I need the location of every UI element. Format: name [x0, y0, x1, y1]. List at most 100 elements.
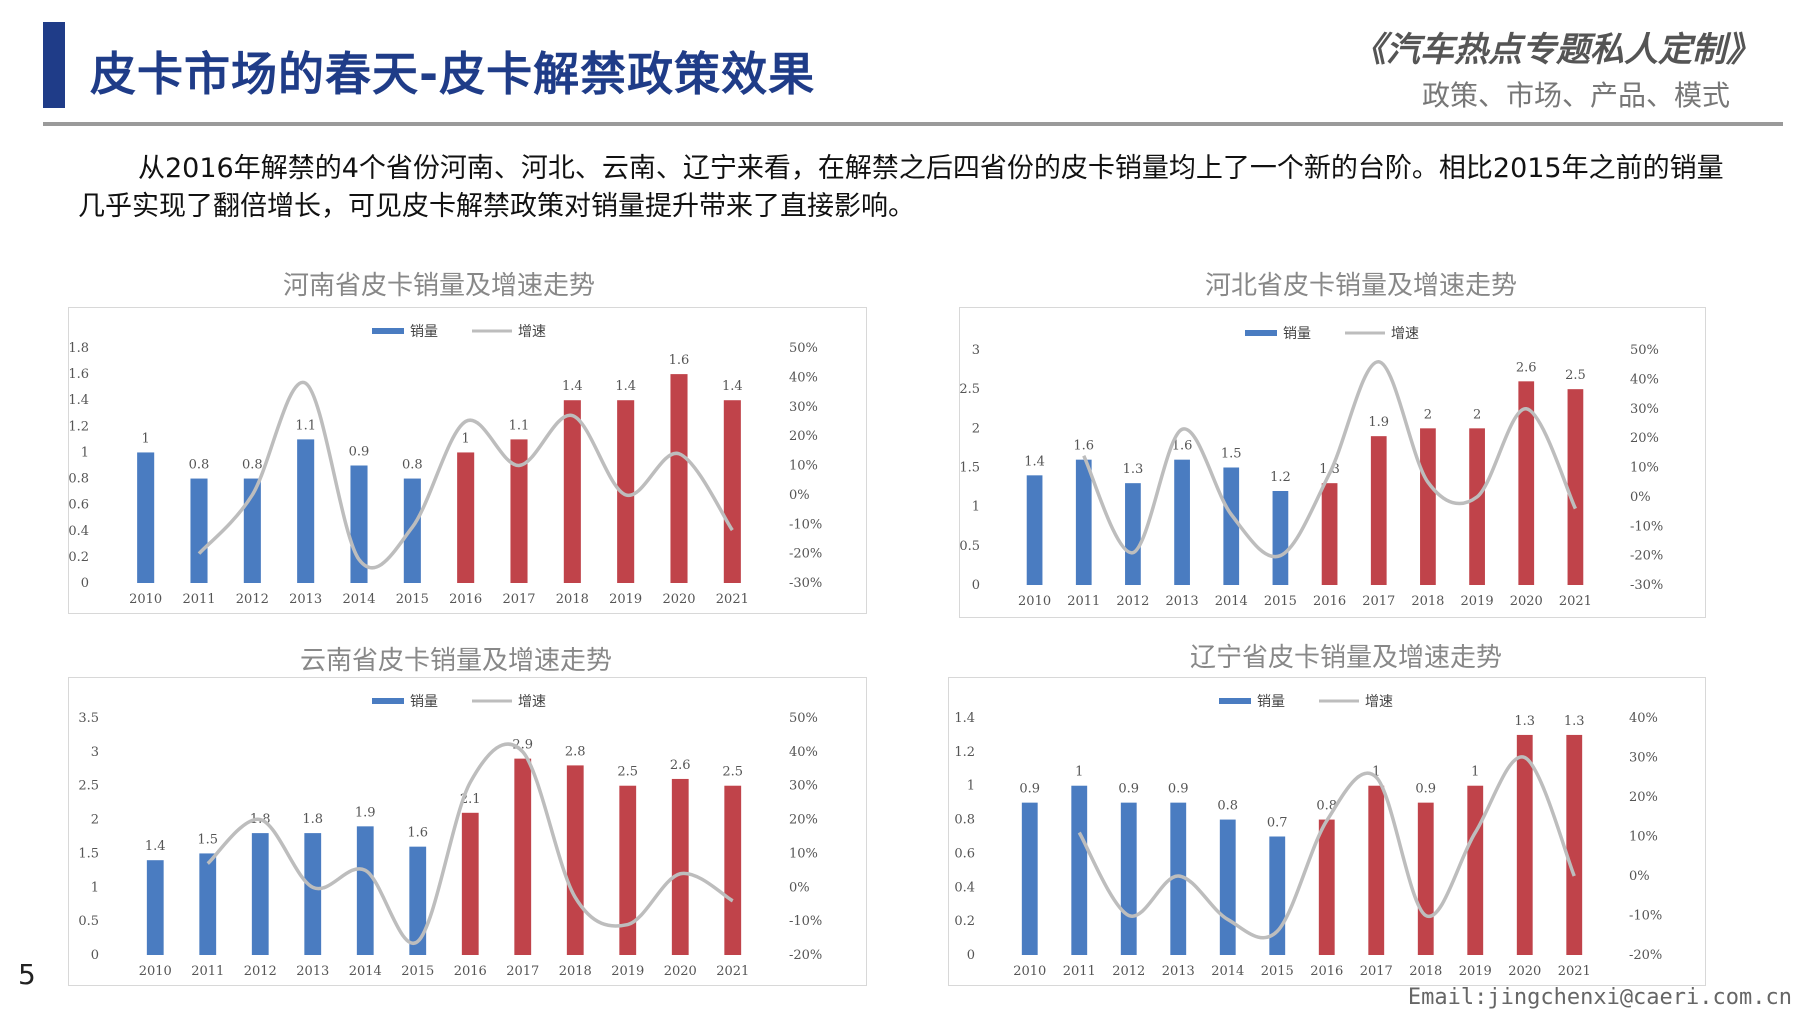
page-number: 5	[18, 958, 36, 991]
y-right-tick-label: -20%	[789, 948, 822, 963]
legend-label-sales: 销量	[1257, 694, 1285, 710]
legend-bar-swatch	[1245, 330, 1277, 336]
bar-data-label: 1.4	[1024, 454, 1045, 469]
sales-bar	[563, 400, 581, 583]
y-right-tick-label: 30%	[1630, 402, 1659, 417]
bar-data-label: 2.8	[565, 744, 586, 759]
y-left-tick-label: 0	[972, 578, 980, 593]
y-left-tick-label: 1.5	[959, 461, 980, 476]
x-tick-label: 2020	[1510, 594, 1543, 609]
y-right-tick-label: 40%	[789, 745, 818, 760]
y-right-tick-label: 30%	[789, 779, 818, 794]
y-right-tick-label: 30%	[1629, 751, 1658, 766]
bar-data-label: 2.5	[1565, 368, 1586, 383]
x-tick-label: 2019	[609, 592, 642, 607]
sales-bar	[356, 826, 374, 955]
y-left-tick-label: 0.2	[954, 914, 975, 929]
bar-data-label: 1	[142, 431, 150, 446]
bar-data-label: 2.5	[722, 765, 743, 780]
x-tick-label: 2013	[296, 964, 329, 979]
sales-bar	[457, 452, 475, 583]
x-tick-label: 2012	[236, 592, 269, 607]
page-title: 皮卡市场的春天-皮卡解禁政策效果	[90, 47, 816, 101]
sales-bar	[1516, 734, 1533, 955]
x-tick-label: 2017	[1362, 594, 1395, 609]
x-tick-label: 2012	[1116, 594, 1149, 609]
x-tick-label: 2013	[1162, 964, 1195, 979]
growth-line	[206, 742, 734, 946]
x-tick-label: 2018	[1409, 964, 1442, 979]
y-right-tick-label: 10%	[789, 459, 818, 474]
sales-bar	[510, 439, 528, 583]
y-left-tick-label: 1	[81, 445, 89, 460]
y-right-tick-label: 20%	[1629, 790, 1658, 805]
sales-bar	[1170, 802, 1187, 955]
y-left-tick-label: 1.2	[954, 745, 975, 760]
y-left-tick-label: 1.2	[68, 419, 89, 434]
x-tick-label: 2018	[1411, 594, 1444, 609]
legend-label-sales: 销量	[410, 324, 438, 340]
x-tick-label: 2021	[1558, 964, 1591, 979]
x-tick-label: 2016	[1313, 594, 1346, 609]
bar-data-label: 2	[1473, 407, 1481, 422]
x-tick-label: 2015	[1264, 594, 1297, 609]
y-left-tick-label: 1	[972, 500, 980, 515]
bar-data-label: 1.4	[615, 379, 636, 394]
y-left-tick-label: 0.6	[954, 846, 975, 861]
x-tick-label: 2011	[1063, 964, 1096, 979]
legend-label-sales: 销量	[1283, 326, 1311, 342]
series-title: 《汽车热点专题私人定制》	[1352, 30, 1760, 70]
legend-label-growth: 增速	[518, 324, 546, 340]
bar-data-label: 1.3	[1564, 714, 1585, 729]
y-left-tick-label: 2.5	[78, 779, 99, 794]
x-tick-label: 2017	[506, 964, 539, 979]
x-tick-label: 2014	[1211, 964, 1244, 979]
chart-liaoning-svg: 销量 增速 0 0.2 0.4 0.6 0.8 1 1.2 1.4 -20% -10% 0% 10% 20%…	[954, 694, 1662, 979]
x-tick-label: 2012	[244, 964, 277, 979]
sales-bar	[190, 478, 208, 583]
y-right-tick-label: 20%	[1630, 431, 1659, 446]
x-tick-label: 2010	[1018, 594, 1051, 609]
x-tick-label: 2018	[559, 964, 592, 979]
intro-paragraph: 从2016年解禁的4个省份河南、河北、云南、辽宁来看，在解禁之后四省份的皮卡销量…	[78, 153, 1724, 222]
sales-bar	[1467, 785, 1484, 955]
bar-data-label: 2.5	[617, 765, 638, 780]
y-right-tick-label: -10%	[789, 914, 822, 929]
legend-label-growth: 增速	[1391, 326, 1419, 342]
sales-bar	[1071, 785, 1088, 955]
x-tick-label: 2011	[1067, 594, 1100, 609]
bar-data-label: 1.4	[562, 379, 583, 394]
legend-bar-swatch	[1219, 698, 1251, 704]
y-left-tick-label: 0.4	[68, 524, 89, 539]
sales-bar	[724, 785, 742, 955]
bar-data-label: 1.6	[669, 353, 690, 368]
sales-bar	[1223, 467, 1240, 585]
sales-bar	[243, 478, 261, 583]
bar-data-label: 2	[1424, 407, 1432, 422]
sales-bar	[409, 846, 427, 955]
y-right-tick-label: -10%	[789, 517, 822, 532]
bar-data-label: 0.9	[1168, 782, 1189, 797]
y-right-tick-label: 40%	[789, 370, 818, 385]
chart-title-liaoning: 辽宁省皮卡销量及增速走势	[1190, 643, 1503, 673]
sales-bar	[1417, 802, 1434, 955]
series-subtitle: 政策、市场、产品、模式	[1421, 79, 1730, 112]
y-left-tick-label: 2	[972, 421, 980, 436]
x-tick-label: 2017	[1360, 964, 1393, 979]
x-tick-label: 2014	[1215, 594, 1248, 609]
y-right-tick-label: -20%	[1629, 948, 1662, 963]
y-left-tick-label: 1.8	[68, 341, 89, 356]
bar-data-label: 0.8	[1217, 799, 1238, 814]
sales-bar	[1368, 785, 1385, 955]
y-right-tick-label: -10%	[1629, 909, 1662, 924]
y-right-tick-label: 20%	[789, 813, 818, 828]
chart-hebei: 销量 增速 0 0.5 1 1.5 2 2.5 3 -30% -20% -10% 0% 10% 20% 30%…	[959, 307, 1706, 618]
bar-data-label: 1.4	[722, 379, 743, 394]
sales-bar	[1219, 819, 1236, 955]
y-left-tick-label: 1	[91, 880, 99, 895]
sales-bar	[566, 765, 584, 955]
x-tick-label: 2019	[611, 964, 644, 979]
y-right-tick-label: 50%	[789, 341, 818, 356]
x-tick-label: 2010	[139, 964, 172, 979]
y-right-tick-label: 50%	[789, 711, 818, 726]
